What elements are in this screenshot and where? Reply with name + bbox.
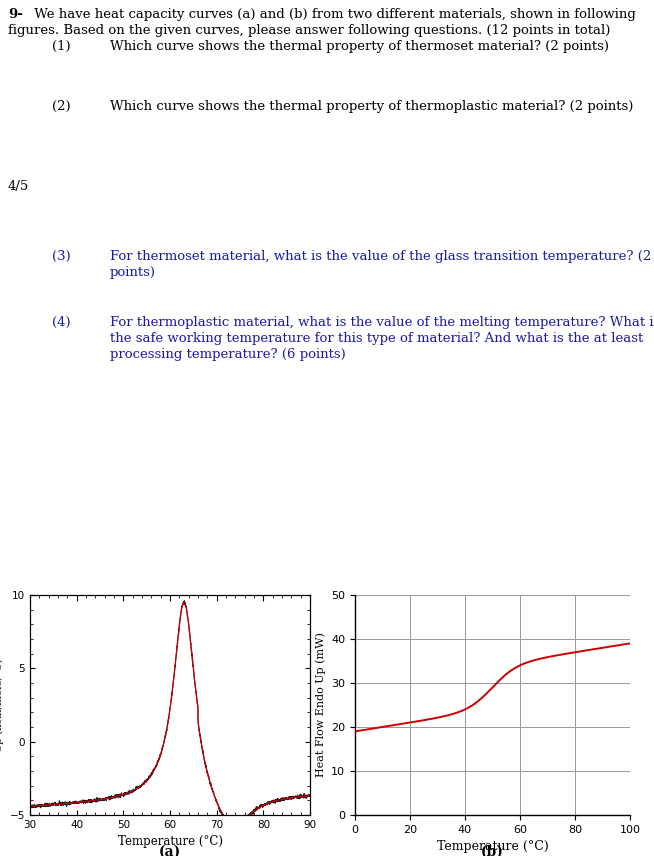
Text: (3): (3): [52, 250, 71, 263]
X-axis label: Temperature (°C): Temperature (°C): [437, 841, 548, 853]
Text: We have heat capacity curves (a) and (b) from two different materials, shown in : We have heat capacity curves (a) and (b)…: [30, 8, 636, 21]
Text: (b): (b): [481, 845, 504, 856]
Text: figures. Based on the given curves, please answer following questions. (12 point: figures. Based on the given curves, plea…: [8, 24, 610, 37]
Text: For thermoset material, what is the value of the glass transition temperature? (: For thermoset material, what is the valu…: [110, 250, 651, 263]
Text: (4): (4): [52, 316, 71, 329]
Text: processing temperature? (6 points): processing temperature? (6 points): [110, 348, 346, 361]
Text: (2): (2): [52, 100, 71, 113]
Text: (1): (1): [52, 40, 71, 53]
Text: the safe working temperature for this type of material? And what is the at least: the safe working temperature for this ty…: [110, 332, 644, 345]
Text: Which curve shows the thermal property of thermoplastic material? (2 points): Which curve shows the thermal property o…: [110, 100, 633, 113]
Y-axis label: Cp (kcal/mole/°C): Cp (kcal/mole/°C): [0, 658, 4, 752]
Text: (a): (a): [159, 845, 181, 856]
X-axis label: Temperature (°C): Temperature (°C): [118, 835, 222, 848]
Text: For thermoplastic material, what is the value of the melting temperature? What i: For thermoplastic material, what is the …: [110, 316, 654, 329]
Text: 9-: 9-: [8, 8, 23, 21]
Y-axis label: Heat Flow Endo Up (mW): Heat Flow Endo Up (mW): [315, 633, 326, 777]
Text: points): points): [110, 266, 156, 279]
Text: 4/5: 4/5: [8, 180, 29, 193]
Text: Which curve shows the thermal property of thermoset material? (2 points): Which curve shows the thermal property o…: [110, 40, 609, 53]
